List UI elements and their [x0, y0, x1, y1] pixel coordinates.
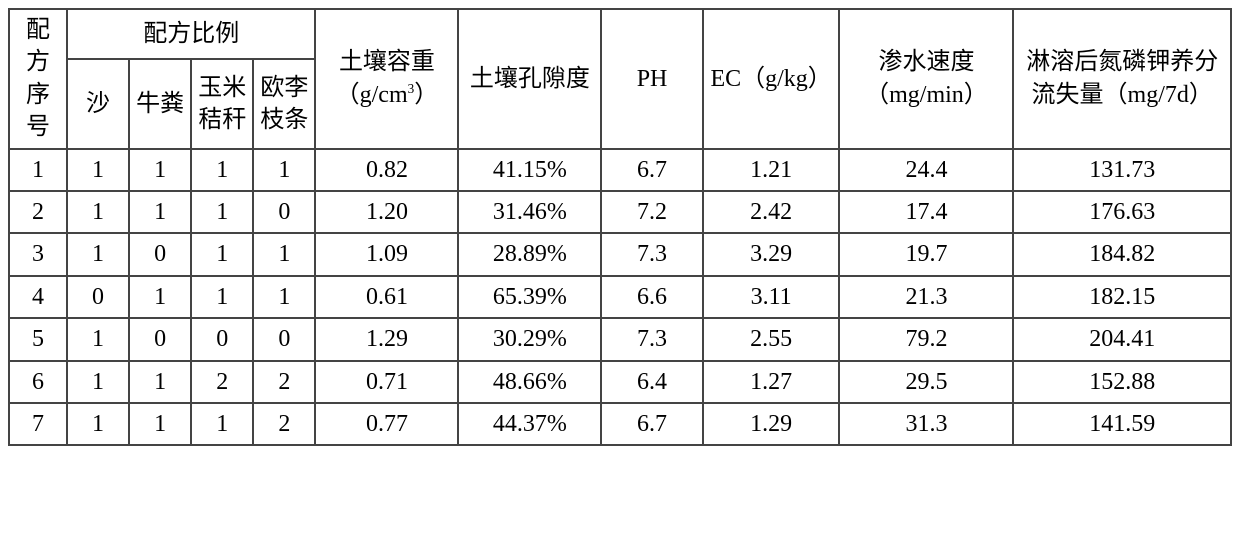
- cell-seep: 79.2: [839, 318, 1013, 360]
- cell-bulk: 0.77: [315, 403, 458, 445]
- table-row: 111110.8241.15%6.71.2124.4131.73: [9, 149, 1231, 191]
- cell-straw: 1: [191, 403, 253, 445]
- cell-sand: 1: [67, 361, 129, 403]
- cell-bulk: 0.71: [315, 361, 458, 403]
- cell-manure: 0: [129, 318, 191, 360]
- cell-manure: 1: [129, 276, 191, 318]
- table-row: 611220.7148.66%6.41.2729.5152.88: [9, 361, 1231, 403]
- cell-bulk: 1.20: [315, 191, 458, 233]
- cell-branch: 0: [253, 318, 315, 360]
- cell-ph: 7.3: [601, 233, 702, 275]
- cell-seq: 1: [9, 149, 67, 191]
- cell-seep: 17.4: [839, 191, 1013, 233]
- cell-manure: 1: [129, 149, 191, 191]
- cell-straw: 0: [191, 318, 253, 360]
- cell-ec: 3.11: [703, 276, 840, 318]
- cell-manure: 0: [129, 233, 191, 275]
- cell-bulk: 0.61: [315, 276, 458, 318]
- col-ph: PH: [601, 9, 702, 149]
- cell-porosity: 48.66%: [458, 361, 601, 403]
- table-header: 配方序号 配方比例 土壤容重（g/cm3） 土壤孔隙度 PH EC（g/kg） …: [9, 9, 1231, 149]
- cell-manure: 1: [129, 361, 191, 403]
- cell-ec: 1.29: [703, 403, 840, 445]
- cell-seep: 31.3: [839, 403, 1013, 445]
- cell-seep: 24.4: [839, 149, 1013, 191]
- cell-sand: 1: [67, 318, 129, 360]
- cell-manure: 1: [129, 191, 191, 233]
- col-seep: 渗水速度（mg/min）: [839, 9, 1013, 149]
- cell-ph: 6.7: [601, 403, 702, 445]
- cell-seq: 6: [9, 361, 67, 403]
- col-loss: 淋溶后氮磷钾养分流失量（mg/7d）: [1013, 9, 1231, 149]
- col-straw: 玉米秸秆: [191, 59, 253, 148]
- cell-sand: 1: [67, 149, 129, 191]
- cell-ec: 1.21: [703, 149, 840, 191]
- cell-seq: 3: [9, 233, 67, 275]
- cell-branch: 1: [253, 276, 315, 318]
- table-row: 310111.0928.89%7.33.2919.7184.82: [9, 233, 1231, 275]
- cell-straw: 1: [191, 191, 253, 233]
- cell-bulk: 1.09: [315, 233, 458, 275]
- col-seq: 配方序号: [9, 9, 67, 149]
- cell-seq: 5: [9, 318, 67, 360]
- cell-seep: 21.3: [839, 276, 1013, 318]
- col-porosity: 土壤孔隙度: [458, 9, 601, 149]
- cell-ph: 7.3: [601, 318, 702, 360]
- col-ec: EC（g/kg）: [703, 9, 840, 149]
- cell-seq: 7: [9, 403, 67, 445]
- cell-ec: 3.29: [703, 233, 840, 275]
- data-table: 配方序号 配方比例 土壤容重（g/cm3） 土壤孔隙度 PH EC（g/kg） …: [8, 8, 1232, 446]
- cell-bulk: 1.29: [315, 318, 458, 360]
- cell-porosity: 30.29%: [458, 318, 601, 360]
- cell-straw: 1: [191, 149, 253, 191]
- cell-ec: 1.27: [703, 361, 840, 403]
- cell-loss: 204.41: [1013, 318, 1231, 360]
- table-row: 401110.6165.39%6.63.1121.3182.15: [9, 276, 1231, 318]
- cell-loss: 131.73: [1013, 149, 1231, 191]
- cell-seq: 4: [9, 276, 67, 318]
- cell-straw: 1: [191, 233, 253, 275]
- cell-sand: 0: [67, 276, 129, 318]
- cell-branch: 1: [253, 233, 315, 275]
- cell-loss: 176.63: [1013, 191, 1231, 233]
- cell-seep: 29.5: [839, 361, 1013, 403]
- cell-sand: 1: [67, 233, 129, 275]
- cell-loss: 141.59: [1013, 403, 1231, 445]
- table-row: 510001.2930.29%7.32.5579.2204.41: [9, 318, 1231, 360]
- cell-branch: 1: [253, 149, 315, 191]
- cell-loss: 184.82: [1013, 233, 1231, 275]
- cell-loss: 182.15: [1013, 276, 1231, 318]
- cell-bulk: 0.82: [315, 149, 458, 191]
- cell-sand: 1: [67, 191, 129, 233]
- cell-branch: 0: [253, 191, 315, 233]
- cell-ph: 6.6: [601, 276, 702, 318]
- table-row: 211101.2031.46%7.22.4217.4176.63: [9, 191, 1231, 233]
- cell-straw: 1: [191, 276, 253, 318]
- cell-porosity: 65.39%: [458, 276, 601, 318]
- table-row: 711120.7744.37%6.71.2931.3141.59: [9, 403, 1231, 445]
- cell-manure: 1: [129, 403, 191, 445]
- cell-porosity: 28.89%: [458, 233, 601, 275]
- cell-sand: 1: [67, 403, 129, 445]
- cell-ph: 7.2: [601, 191, 702, 233]
- cell-branch: 2: [253, 361, 315, 403]
- cell-straw: 2: [191, 361, 253, 403]
- col-bulk: 土壤容重（g/cm3）: [315, 9, 458, 149]
- cell-porosity: 31.46%: [458, 191, 601, 233]
- cell-seep: 19.7: [839, 233, 1013, 275]
- cell-branch: 2: [253, 403, 315, 445]
- cell-porosity: 44.37%: [458, 403, 601, 445]
- cell-ph: 6.7: [601, 149, 702, 191]
- cell-ec: 2.55: [703, 318, 840, 360]
- cell-porosity: 41.15%: [458, 149, 601, 191]
- col-sand: 沙: [67, 59, 129, 148]
- cell-loss: 152.88: [1013, 361, 1231, 403]
- cell-ec: 2.42: [703, 191, 840, 233]
- col-branch: 欧李枝条: [253, 59, 315, 148]
- col-ratio-group: 配方比例: [67, 9, 316, 59]
- table-body: 111110.8241.15%6.71.2124.4131.73211101.2…: [9, 149, 1231, 446]
- cell-seq: 2: [9, 191, 67, 233]
- col-manure: 牛粪: [129, 59, 191, 148]
- cell-ph: 6.4: [601, 361, 702, 403]
